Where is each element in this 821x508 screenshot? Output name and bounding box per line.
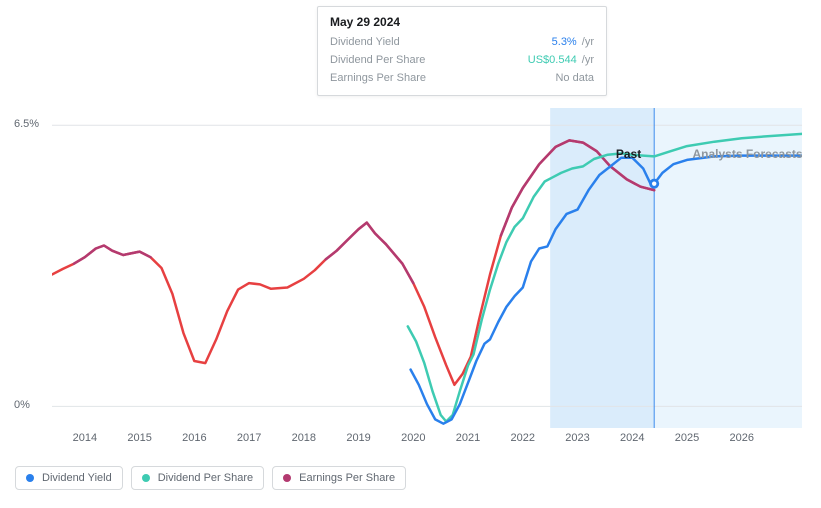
y-tick-label: 6.5% [14,118,39,130]
x-tick-label: 2023 [565,432,589,444]
tooltip-date: May 29 2024 [330,15,594,29]
tooltip-label: Earnings Per Share [330,69,426,87]
x-tick-label: 2015 [127,432,151,444]
series-earnings_seg1 [74,246,151,264]
hover-marker-inner [652,181,656,185]
tooltip-value-wrap: 5.3% /yr [552,33,594,51]
chart-legend: Dividend Yield Dividend Per Share Earnings… [15,466,406,490]
x-tick-label: 2024 [620,432,644,444]
tooltip-label: Dividend Per Share [330,51,425,69]
series-earnings_seg2 [326,223,414,284]
x-tick-label: 2016 [182,432,206,444]
legend-item[interactable]: Dividend Per Share [131,466,264,490]
tooltip-value: No data [555,72,594,84]
tooltip-row: Dividend Per Share US$0.544 /yr [330,51,594,69]
legend-item[interactable]: Earnings Per Share [272,466,406,490]
x-tick-label: 2021 [456,432,480,444]
legend-dot-icon [283,474,291,482]
legend-dot-icon [26,474,34,482]
tooltip-value: US$0.544 [528,54,577,66]
x-tick-label: 2019 [346,432,370,444]
x-tick-label: 2017 [237,432,261,444]
tooltip-label: Dividend Yield [330,33,400,51]
x-tick-label: 2014 [73,432,97,444]
tooltip-value-wrap: No data [555,69,594,87]
dividend-chart-container: May 29 2024 Dividend Yield5.3% /yrDivide… [0,0,821,508]
tooltip-unit: /yr [579,36,594,48]
legend-item[interactable]: Dividend Yield [15,466,123,490]
x-tick-label: 2018 [292,432,316,444]
legend-dot-icon [142,474,150,482]
x-tick-label: 2026 [730,432,754,444]
tooltip-row: Dividend Yield 5.3% /yr [330,33,594,51]
x-tick-label: 2022 [511,432,535,444]
forecast-label: Analysts Forecasts [693,147,803,161]
tooltip-value-wrap: US$0.544 /yr [528,51,594,69]
x-tick-label: 2020 [401,432,425,444]
tooltip-unit: /yr [579,54,594,66]
legend-label: Earnings Per Share [299,472,395,484]
x-axis-ticks: 2014 2015 2016 2017 2018 2019 2020 2021 2022 2023… [52,432,802,450]
past-label: Past [616,147,641,161]
chart-plot-area[interactable] [52,108,802,428]
tooltip-value: 5.3% [552,36,577,48]
x-tick-label: 2025 [675,432,699,444]
legend-label: Dividend Yield [42,472,112,484]
chart-svg [52,108,802,428]
tooltip-row: Earnings Per Share No data [330,69,594,87]
y-tick-label: 0% [14,399,30,411]
legend-label: Dividend Per Share [158,472,253,484]
chart-tooltip: May 29 2024 Dividend Yield5.3% /yrDivide… [317,6,607,96]
